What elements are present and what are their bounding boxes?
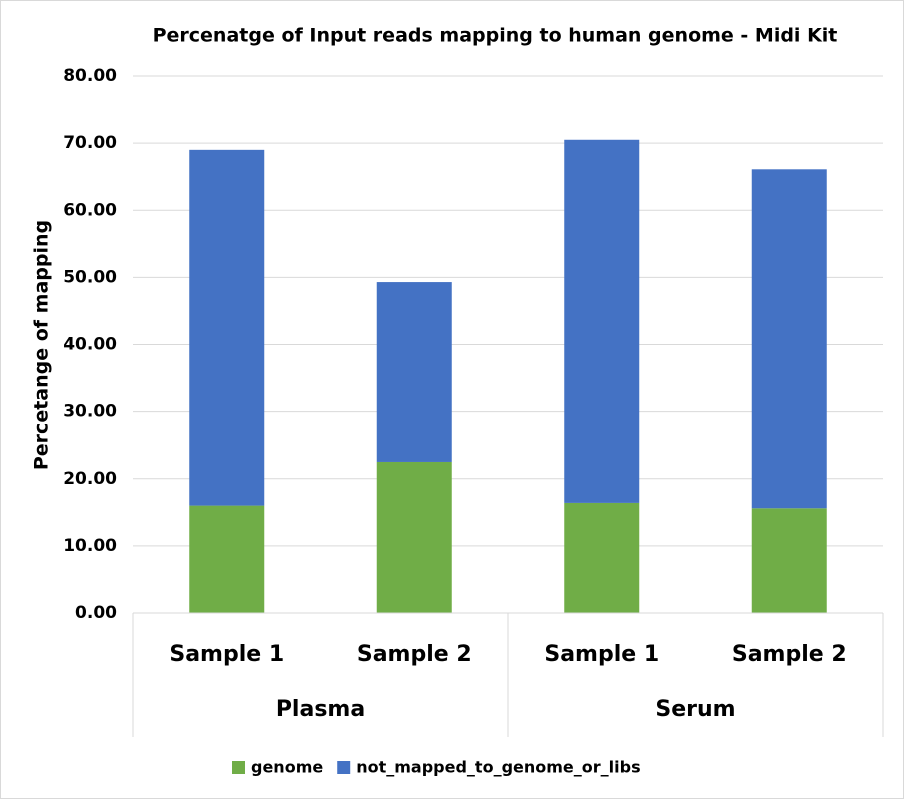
y-tick-label: 20.00 xyxy=(63,469,117,489)
y-tick-label: 80.00 xyxy=(63,66,117,86)
legend-label: genome xyxy=(251,758,323,777)
bar-segment xyxy=(564,139,640,503)
x-tick-label: Sample 2 xyxy=(732,642,847,667)
y-tick-label: 50.00 xyxy=(63,267,117,287)
legend-swatch xyxy=(337,761,351,774)
y-tick-label: 30.00 xyxy=(63,402,117,422)
bar-segment xyxy=(376,282,452,462)
bar-segment xyxy=(189,505,265,613)
bar-segment xyxy=(751,169,827,509)
group-label: Serum xyxy=(655,697,735,722)
y-tick-label: 0.00 xyxy=(75,603,117,623)
y-tick-label: 10.00 xyxy=(63,536,117,556)
x-tick-label: Sample 1 xyxy=(544,642,659,667)
y-axis-title: Percetange of mapping xyxy=(31,220,53,470)
chart-title: Percenatge of Input reads mapping to hum… xyxy=(153,25,838,47)
x-tick-label: Sample 1 xyxy=(169,642,284,667)
bar-segment xyxy=(751,508,827,613)
bar-segment xyxy=(189,149,265,506)
y-tick-label: 70.00 xyxy=(63,133,117,153)
legend-swatch xyxy=(232,761,245,774)
y-tick-label: 60.00 xyxy=(63,200,117,220)
legend-label: not_mapped_to_genome_or_libs xyxy=(356,758,640,777)
bar-segment xyxy=(564,502,640,613)
group-label: Plasma xyxy=(276,697,365,722)
bar-segment xyxy=(376,461,452,613)
x-tick-label: Sample 2 xyxy=(357,642,472,667)
y-tick-label: 40.00 xyxy=(63,335,117,355)
